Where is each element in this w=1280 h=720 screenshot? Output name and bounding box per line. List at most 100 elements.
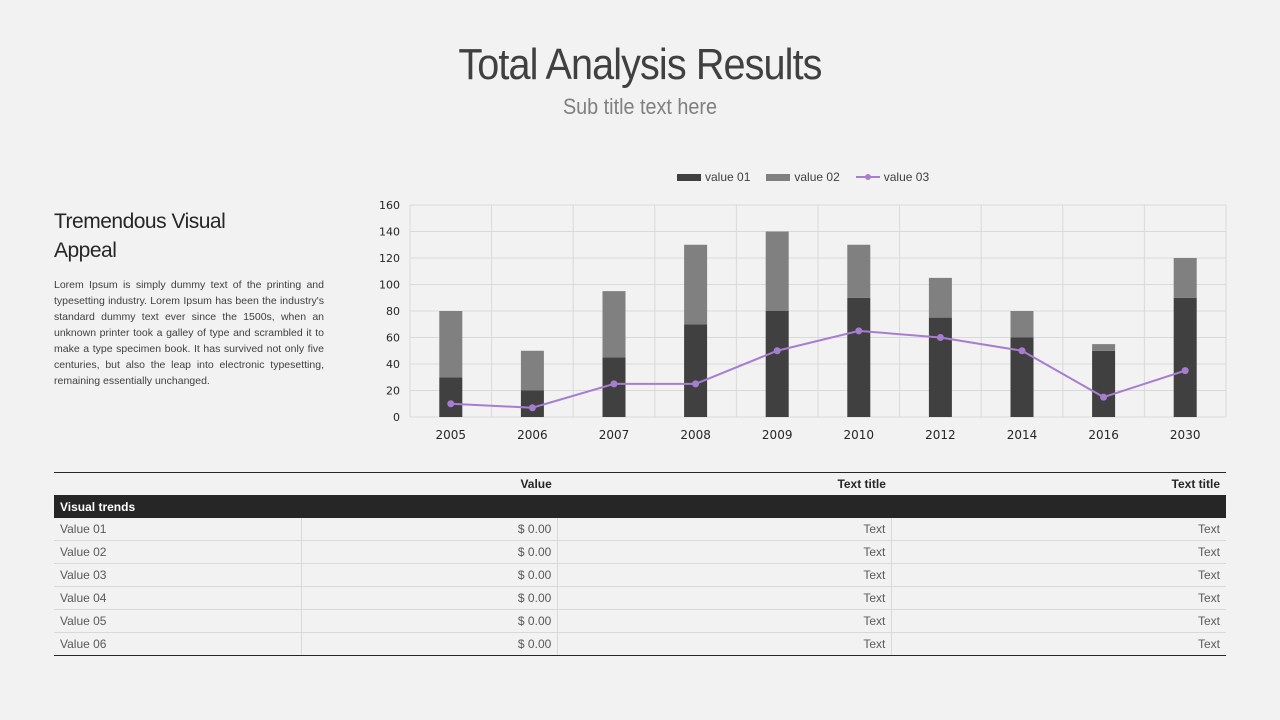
legend-item: value 03 xyxy=(855,170,930,184)
table-cell: Value 02 xyxy=(54,540,302,564)
table-cell: $ 0.00 xyxy=(300,632,558,656)
legend-item: value 01 xyxy=(677,170,750,184)
bar-value-02 xyxy=(684,244,708,325)
y-tick-label: 100 xyxy=(379,279,400,292)
point-value-03 xyxy=(1100,393,1108,401)
bar-value-01 xyxy=(520,390,544,417)
table-cell: Value 01 xyxy=(54,518,302,541)
point-value-03 xyxy=(936,334,944,341)
legend-line-marker xyxy=(855,174,880,180)
point-value-03 xyxy=(447,400,455,408)
table-header-row: Value Text title Text title xyxy=(54,472,1226,495)
bar-value-02 xyxy=(847,244,871,298)
column-header: Text title xyxy=(557,472,892,495)
legend-label: value 03 xyxy=(883,170,930,184)
table-cell: Text xyxy=(891,632,1226,656)
bar-value-01 xyxy=(928,317,952,417)
legend-swatch xyxy=(766,173,791,181)
x-tick-label: 2016 xyxy=(1088,428,1119,442)
table-cell: Value 04 xyxy=(54,586,302,610)
chart-legend: value 01 value 02 value 03 xyxy=(677,170,929,184)
table-cell: $ 0.00 xyxy=(300,586,558,610)
bar-value-01 xyxy=(1010,337,1034,417)
y-tick-label: 20 xyxy=(386,385,400,398)
page-title: Total Analysis Results xyxy=(458,40,822,89)
table-row: Value 03 $ 0.00 Text Text xyxy=(54,563,1226,587)
bar-value-02 xyxy=(765,231,789,311)
bar-value-02 xyxy=(520,350,544,391)
group-label: Visual trends xyxy=(54,495,1226,518)
table-row: Value 05 $ 0.00 Text Text xyxy=(54,609,1226,633)
table-cell: Text xyxy=(557,586,892,610)
line-value-03 xyxy=(450,329,1186,409)
bar-value-02 xyxy=(439,311,463,378)
y-tick-label: 160 xyxy=(379,199,400,212)
bar-value-01 xyxy=(1173,297,1197,417)
table-row: Value 04 $ 0.00 Text Text xyxy=(54,586,1226,610)
column-header xyxy=(54,472,302,495)
table-cell: Text xyxy=(557,609,892,633)
bar-value-01 xyxy=(684,324,708,417)
side-body: Lorem Ipsum is simply dummy text of the … xyxy=(54,279,324,387)
x-tick-label: 2010 xyxy=(844,428,875,442)
y-tick-label: 0 xyxy=(393,411,400,424)
legend-label: value 01 xyxy=(705,170,751,184)
table-cell: Text xyxy=(557,540,892,564)
x-tick-label: 2006 xyxy=(517,428,548,442)
table-cell: Value 05 xyxy=(54,609,302,633)
bar-value-02 xyxy=(602,291,626,358)
bar-value-01 xyxy=(439,377,463,417)
table-row: Value 06 $ 0.00 Text Text xyxy=(54,632,1226,656)
legend-swatch xyxy=(677,173,701,181)
table-cell: Value 06 xyxy=(54,632,302,656)
x-tick-label: 2014 xyxy=(1007,428,1038,442)
point-value-03 xyxy=(610,380,618,388)
table-cell: Text xyxy=(891,518,1226,541)
table-cell: Text xyxy=(891,609,1226,633)
point-value-03 xyxy=(1181,367,1189,375)
bar-value-01 xyxy=(765,311,789,417)
table-cell: Text xyxy=(891,563,1226,587)
y-tick-label: 120 xyxy=(379,252,400,265)
table-group-row: Visual trends xyxy=(54,495,1226,518)
table-cell: $ 0.00 xyxy=(300,609,558,633)
point-value-03 xyxy=(692,380,700,388)
point-value-03 xyxy=(855,327,863,335)
y-tick-label: 60 xyxy=(386,332,400,345)
x-tick-label: 2012 xyxy=(925,428,956,442)
side-heading: Tremendous Visual Appeal xyxy=(54,210,226,262)
point-value-03 xyxy=(1018,347,1026,355)
table-cell: Text xyxy=(891,540,1226,564)
x-tick-label: 2005 xyxy=(436,428,467,442)
x-tick-label: 2030 xyxy=(1170,428,1201,442)
point-value-03 xyxy=(528,404,536,412)
stacked-bar-line-chart: 0 20 40 60 80 100 120 140 160 2005 2006 2007 2008 200… xyxy=(379,199,1227,442)
x-tick-label: 2007 xyxy=(599,428,630,442)
x-tick-label: 2008 xyxy=(680,428,711,442)
page-subtitle: Sub title text here xyxy=(562,94,718,119)
table-cell: Text xyxy=(557,563,892,587)
table-row: Value 02 $ 0.00 Text Text xyxy=(54,540,1226,564)
point-value-03 xyxy=(773,347,781,355)
column-header: Value xyxy=(301,472,558,495)
table-cell: Text xyxy=(557,632,892,656)
table-cell: Text xyxy=(557,518,892,541)
data-table: Value Text title Text title Visual trend… xyxy=(54,472,1226,656)
table-cell: $ 0.00 xyxy=(300,518,558,541)
table-cell: $ 0.00 xyxy=(300,563,558,587)
table-cell: $ 0.00 xyxy=(300,540,558,564)
column-header: Text title xyxy=(891,472,1226,495)
legend-label: value 02 xyxy=(794,170,840,184)
y-tick-label: 80 xyxy=(386,305,400,318)
bar-value-01 xyxy=(1092,350,1116,417)
table-row: Value 01 $ 0.00 Text Text xyxy=(54,518,1226,541)
bar-value-02 xyxy=(1173,258,1197,298)
legend-item: value 02 xyxy=(766,170,840,184)
bar-value-02 xyxy=(1092,344,1116,351)
x-tick-label: 2009 xyxy=(762,428,793,442)
y-tick-label: 40 xyxy=(386,358,400,371)
table-cell: Value 03 xyxy=(54,563,302,587)
table-cell: Text xyxy=(891,586,1226,610)
y-tick-label: 140 xyxy=(379,226,400,239)
bar-value-02 xyxy=(1010,311,1034,338)
